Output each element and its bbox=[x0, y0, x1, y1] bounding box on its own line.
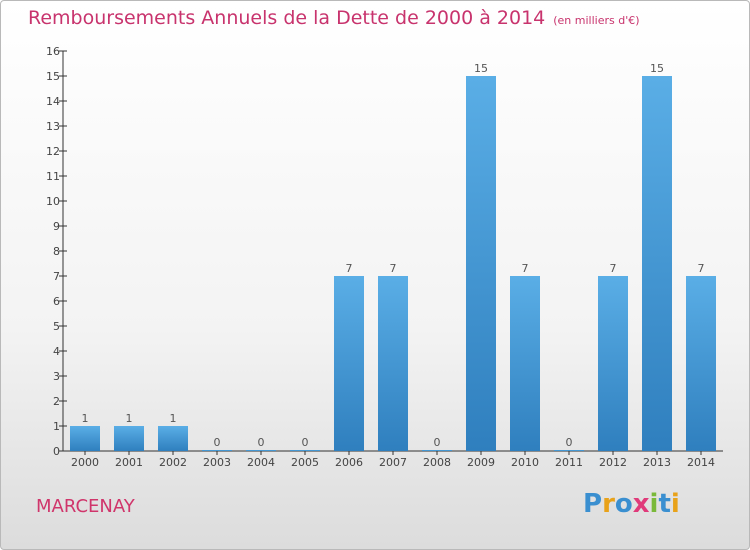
x-tick-label: 2009 bbox=[467, 456, 495, 469]
logo-letter: P bbox=[583, 489, 603, 519]
data-label-2007: 7 bbox=[390, 262, 397, 275]
y-tick-label: 2 bbox=[53, 395, 60, 408]
bar-2008 bbox=[422, 450, 452, 451]
y-tick-label: 10 bbox=[46, 195, 60, 208]
logo-letter: i bbox=[649, 489, 659, 519]
y-tick-label: 0 bbox=[53, 445, 60, 458]
x-tick-label: 2004 bbox=[247, 456, 275, 469]
logo-letter: t bbox=[658, 489, 671, 519]
data-label-2001: 1 bbox=[126, 412, 133, 425]
x-tick-label: 2010 bbox=[511, 456, 539, 469]
data-label-2003: 0 bbox=[214, 436, 221, 449]
x-tick-label: 2002 bbox=[159, 456, 187, 469]
data-label-2000: 1 bbox=[82, 412, 89, 425]
y-tick-label: 15 bbox=[46, 70, 60, 83]
data-label-2006: 7 bbox=[346, 262, 353, 275]
bar-2003 bbox=[202, 450, 232, 451]
x-tick-label: 2011 bbox=[555, 456, 583, 469]
data-label-2011: 0 bbox=[566, 436, 573, 449]
x-tick-label: 2006 bbox=[335, 456, 363, 469]
data-label-2010: 7 bbox=[522, 262, 529, 275]
bar-2005 bbox=[290, 450, 320, 451]
logo-letter: i bbox=[670, 489, 680, 519]
x-tick-label: 2008 bbox=[423, 456, 451, 469]
bar-2004 bbox=[246, 450, 276, 451]
data-label-2002: 1 bbox=[170, 412, 177, 425]
data-label-2004: 0 bbox=[258, 436, 265, 449]
logo-letter: r bbox=[602, 489, 615, 519]
logo-letter: o bbox=[614, 489, 633, 519]
y-tick-label: 1 bbox=[53, 420, 60, 433]
data-label-2005: 0 bbox=[302, 436, 309, 449]
y-tick-label: 9 bbox=[53, 220, 60, 233]
y-tick-label: 4 bbox=[53, 345, 60, 358]
data-label-2009: 15 bbox=[474, 62, 488, 75]
x-tick-label: 2007 bbox=[379, 456, 407, 469]
data-label-2014: 7 bbox=[698, 262, 705, 275]
y-tick-label: 5 bbox=[53, 320, 60, 333]
x-tick-label: 2012 bbox=[599, 456, 627, 469]
chart-title-text: Remboursements Annuels de la Dette de 20… bbox=[28, 7, 546, 29]
x-tick-label: 2001 bbox=[115, 456, 143, 469]
data-label-2012: 7 bbox=[610, 262, 617, 275]
data-label-2013: 15 bbox=[650, 62, 664, 75]
bar-2006 bbox=[334, 276, 364, 451]
x-tick-label: 2003 bbox=[203, 456, 231, 469]
bar-2012 bbox=[598, 276, 628, 451]
bars bbox=[70, 76, 716, 451]
x-tick-label: 2013 bbox=[643, 456, 671, 469]
x-tick-label: 2014 bbox=[687, 456, 715, 469]
logo-letter: x bbox=[632, 489, 650, 519]
y-tick-label: 3 bbox=[53, 370, 60, 383]
chart-title: Remboursements Annuels de la Dette de 20… bbox=[28, 7, 640, 29]
chart-subtitle: (en milliers d'€) bbox=[553, 14, 640, 27]
bar-2007 bbox=[378, 276, 408, 451]
bar-2013 bbox=[642, 76, 672, 451]
bar-2002 bbox=[158, 426, 188, 451]
bar-2014 bbox=[686, 276, 716, 451]
y-tick-label: 12 bbox=[46, 145, 60, 158]
y-tick-label: 8 bbox=[53, 245, 60, 258]
y-tick-label: 16 bbox=[46, 45, 60, 58]
x-tick-label: 2000 bbox=[71, 456, 99, 469]
labels: 1 1 1 0 0 0 7 7 0 15 7 0 7 15 7 bbox=[82, 62, 705, 449]
x-tick-label: 2005 bbox=[291, 456, 319, 469]
y-tick-label: 14 bbox=[46, 95, 60, 108]
y-tick-label: 6 bbox=[53, 295, 60, 308]
y-tick-label: 13 bbox=[46, 120, 60, 133]
bar-2000 bbox=[70, 426, 100, 451]
y-tick-label: 11 bbox=[46, 170, 60, 183]
bar-2001 bbox=[114, 426, 144, 451]
city-name: MARCENAY bbox=[36, 496, 135, 517]
proxiti-logo[interactable]: Proxiti bbox=[583, 489, 693, 523]
y-tick-label: 7 bbox=[53, 270, 60, 283]
bar-2009 bbox=[466, 76, 496, 451]
data-label-2008: 0 bbox=[434, 436, 441, 449]
bar-2010 bbox=[510, 276, 540, 451]
bar-2011 bbox=[554, 450, 584, 451]
